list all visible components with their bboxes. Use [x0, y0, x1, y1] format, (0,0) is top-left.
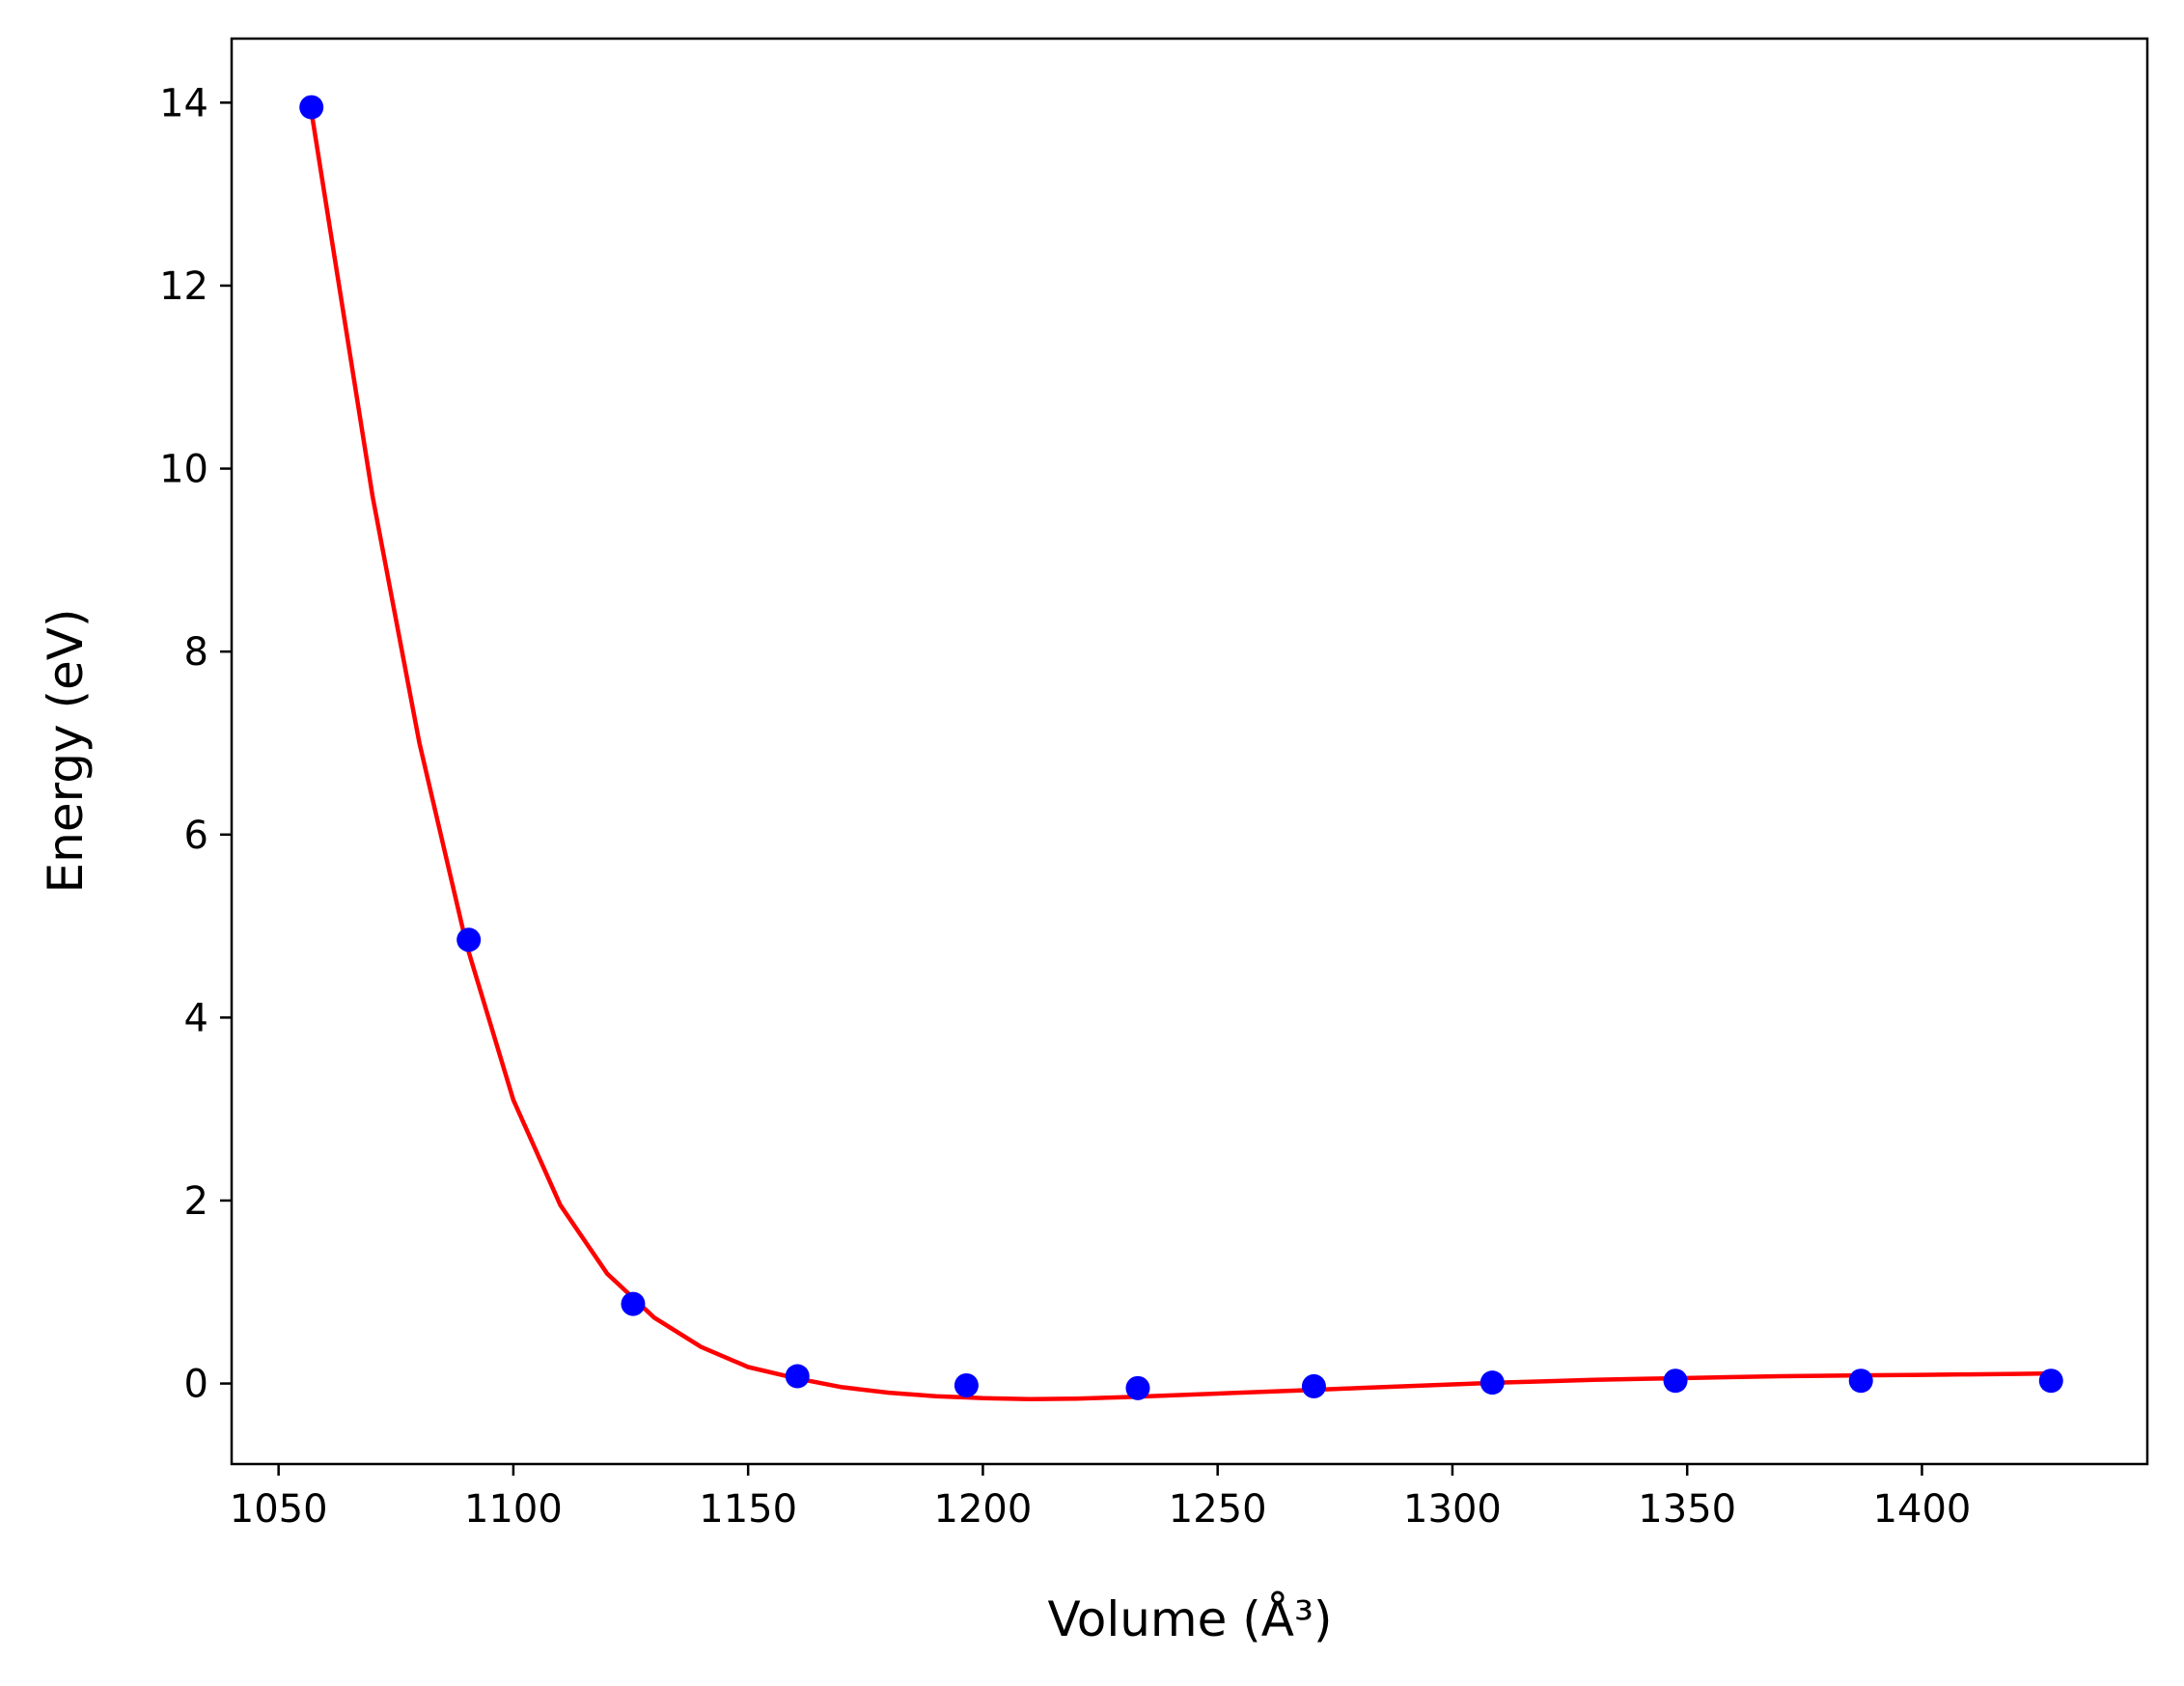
data-point — [1301, 1373, 1326, 1398]
data-points — [299, 95, 2063, 1400]
y-tick-label: 10 — [159, 448, 208, 492]
x-tick-label: 1050 — [230, 1487, 328, 1532]
y-tick-label: 12 — [159, 264, 208, 309]
y-tick-label: 2 — [184, 1179, 208, 1224]
data-point — [2038, 1368, 2063, 1394]
data-point — [299, 95, 324, 120]
plot-frame — [230, 37, 2149, 1466]
y-tick-label: 8 — [184, 630, 208, 675]
x-tick-label: 1300 — [1403, 1487, 1502, 1532]
data-point — [1663, 1368, 1688, 1394]
x-tick-label: 1150 — [699, 1487, 797, 1532]
data-point — [785, 1364, 810, 1389]
x-tick-label: 1200 — [934, 1487, 1033, 1532]
data-point — [1848, 1368, 1873, 1394]
y-tick-label: 6 — [184, 814, 208, 858]
data-point — [621, 1291, 646, 1316]
plot-background — [232, 39, 2147, 1464]
y-axis-label: Energy (eV) — [38, 609, 94, 894]
data-point — [1125, 1375, 1150, 1400]
data-point — [1479, 1370, 1505, 1396]
x-tick-label: 1250 — [1169, 1487, 1267, 1532]
x-tick-label: 1400 — [1873, 1487, 1972, 1532]
data-point — [954, 1372, 979, 1397]
x-axis-label: Volume (Å³) — [1047, 1591, 1332, 1647]
y-axis-ticks: 0 2 4 6 8 10 12 14 — [159, 81, 232, 1407]
fit-curve — [309, 111, 2052, 1401]
y-tick-label: 4 — [184, 996, 208, 1040]
y-tick-label: 0 — [184, 1363, 208, 1407]
y-tick-label: 14 — [159, 81, 208, 125]
x-tick-label: 1350 — [1638, 1487, 1736, 1532]
data-point — [456, 927, 482, 953]
x-tick-label: 1100 — [464, 1487, 563, 1532]
x-axis-ticks: 1050 1100 1150 1200 1250 1300 1350 1400 — [230, 1464, 1972, 1532]
